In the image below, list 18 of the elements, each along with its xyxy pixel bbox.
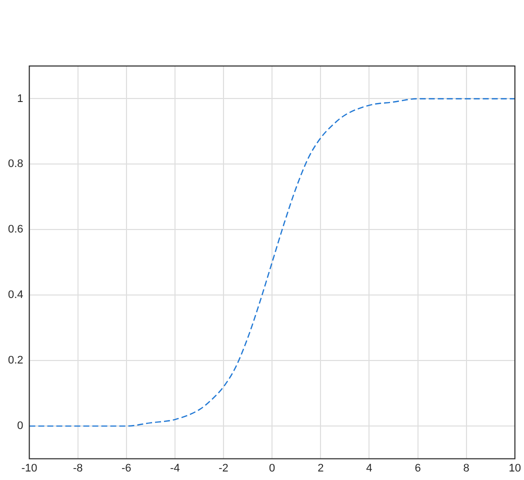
x-tick-label: 0 xyxy=(269,462,276,474)
x-tick-label: 4 xyxy=(366,462,372,474)
x-tick-label: 10 xyxy=(508,462,522,474)
x-tick-label: 8 xyxy=(463,462,470,474)
y-tick-label: 0.2 xyxy=(8,354,24,367)
line-series xyxy=(29,98,515,427)
x-tick-label: -4 xyxy=(170,462,180,474)
y-tick-label: 0.8 xyxy=(8,158,24,170)
y-tick-label: 1 xyxy=(17,92,24,105)
x-tick-label: -6 xyxy=(122,462,132,474)
x-tick-label: 6 xyxy=(414,462,421,474)
x-tick-label: -8 xyxy=(72,462,83,474)
x-tick-label: 2 xyxy=(318,462,324,474)
x-tick-label: -2 xyxy=(218,462,228,474)
y-tick-label: 0 xyxy=(17,420,24,432)
x-tick-label: -10 xyxy=(21,462,38,474)
y-tick-label: 0.4 xyxy=(8,289,24,302)
y-tick-label: 0.6 xyxy=(8,224,24,236)
